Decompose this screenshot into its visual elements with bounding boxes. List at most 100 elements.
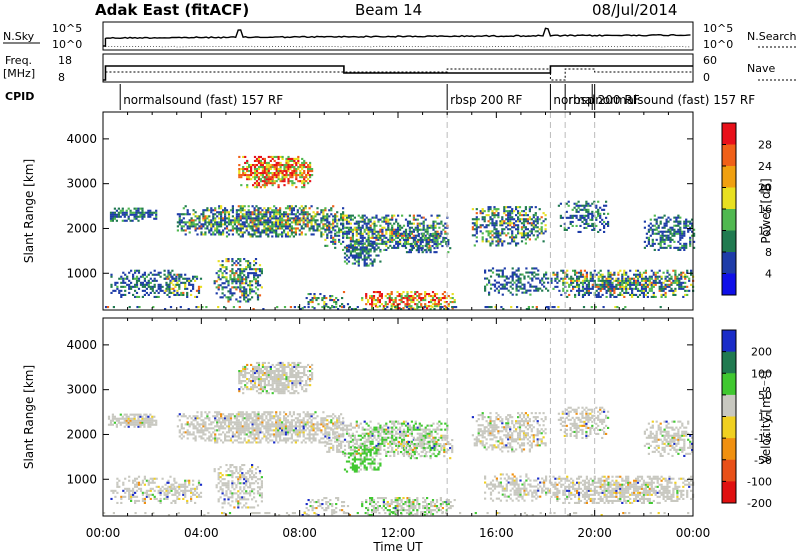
heatmap-cell (134, 212, 136, 214)
heatmap-cell (427, 227, 429, 229)
heatmap-cell (661, 286, 663, 288)
heatmap-cell (283, 231, 285, 233)
heatmap-cell (302, 307, 304, 309)
heatmap-cell (609, 296, 611, 298)
heatmap-cell (645, 284, 647, 286)
heatmap-cell (523, 222, 525, 224)
heatmap-cell (501, 218, 503, 220)
heatmap-cell (279, 233, 281, 235)
heatmap-cell (204, 221, 206, 223)
heatmap-cell (438, 237, 440, 239)
heatmap-cell (322, 223, 324, 225)
heatmap-cell (667, 221, 669, 223)
heatmap-cell (685, 243, 687, 245)
heatmap-cell (379, 229, 381, 231)
heatmap-cell (241, 272, 243, 274)
heatmap-cell (297, 431, 299, 433)
heatmap-cell (255, 425, 257, 427)
heatmap-cell (172, 284, 174, 286)
heatmap-cell (449, 247, 451, 249)
heatmap-cell (364, 242, 366, 244)
heatmap-cell (295, 172, 297, 174)
heatmap-cell (397, 235, 399, 237)
heatmap-cell (305, 180, 307, 182)
heatmap-cell (305, 421, 307, 423)
heatmap-cell (412, 301, 414, 303)
heatmap-cell (579, 225, 581, 227)
heatmap-cell (153, 218, 155, 220)
heatmap-cell (210, 211, 212, 213)
heatmap-cell (287, 164, 289, 166)
heatmap-cell (657, 278, 659, 280)
heatmap-cell (248, 211, 250, 213)
heatmap-cell (299, 166, 301, 168)
heatmap-cell (293, 166, 295, 168)
heatmap-cell (344, 261, 346, 263)
heatmap-cell (370, 219, 372, 221)
heatmap-cell (212, 209, 214, 211)
heatmap-cell (425, 219, 427, 221)
heatmap-cell (291, 435, 293, 437)
heatmap-cell (236, 425, 238, 427)
heatmap-cell (507, 220, 509, 222)
heatmap-cell (124, 420, 126, 422)
heatmap-cell (543, 286, 545, 288)
heatmap-cell (193, 213, 195, 215)
heatmap-cell (379, 235, 381, 237)
heatmap-cell (531, 280, 533, 282)
heatmap-cell (525, 242, 527, 244)
heatmap-cell (488, 206, 490, 208)
heatmap-cell (433, 247, 435, 249)
heatmap-cell (572, 225, 574, 227)
heatmap-cell (535, 288, 537, 290)
heatmap-cell (301, 209, 303, 211)
heatmap-cell (187, 433, 189, 435)
heatmap-cell (287, 170, 289, 172)
heatmap-cell (502, 272, 504, 274)
heatmap-cell (256, 170, 258, 172)
heatmap-cell (262, 158, 264, 160)
heatmap-cell (631, 288, 633, 290)
heatmap-cell (488, 224, 490, 226)
heatmap-cell (268, 156, 270, 158)
heatmap-cell (255, 423, 257, 425)
heatmap-cell (261, 421, 263, 423)
heatmap-cell (231, 286, 233, 288)
heatmap-cell (329, 297, 331, 299)
heatmap-cell (220, 225, 222, 227)
heatmap-cell (666, 286, 668, 288)
heatmap-cell (478, 218, 480, 220)
heatmap-cell (625, 280, 627, 282)
heatmap-cell (226, 439, 228, 441)
heatmap-cell (283, 168, 285, 170)
heatmap-cell (350, 246, 352, 248)
heatmap-cell (418, 247, 420, 249)
heatmap-cell (254, 423, 256, 425)
heatmap-cell (662, 231, 664, 233)
heatmap-cell (309, 435, 311, 437)
heatmap-cell (313, 219, 315, 221)
cpid-label: CPID (5, 90, 34, 103)
heatmap-cell (246, 215, 248, 217)
heatmap-cell (229, 290, 231, 292)
heatmap-cell (240, 231, 242, 233)
heatmap-cell (282, 164, 284, 166)
heatmap-cell (184, 274, 186, 276)
heatmap-cell (259, 207, 261, 209)
heatmap-cell (260, 164, 262, 166)
heatmap-cell (239, 278, 241, 280)
heatmap-cell (252, 213, 254, 215)
heatmap-cell (152, 288, 154, 290)
heatmap-cell (417, 241, 419, 243)
heatmap-cell (320, 429, 322, 431)
heatmap-cell (193, 221, 195, 223)
heatmap-cell (266, 178, 268, 180)
heatmap-cell (489, 218, 491, 220)
heatmap-cell (303, 211, 305, 213)
heatmap-cell (670, 282, 672, 284)
heatmap-cell (681, 235, 683, 237)
heatmap-cell (242, 225, 244, 227)
heatmap-cell (348, 246, 350, 248)
heatmap-cell (152, 274, 154, 276)
heatmap-cell (277, 423, 279, 425)
